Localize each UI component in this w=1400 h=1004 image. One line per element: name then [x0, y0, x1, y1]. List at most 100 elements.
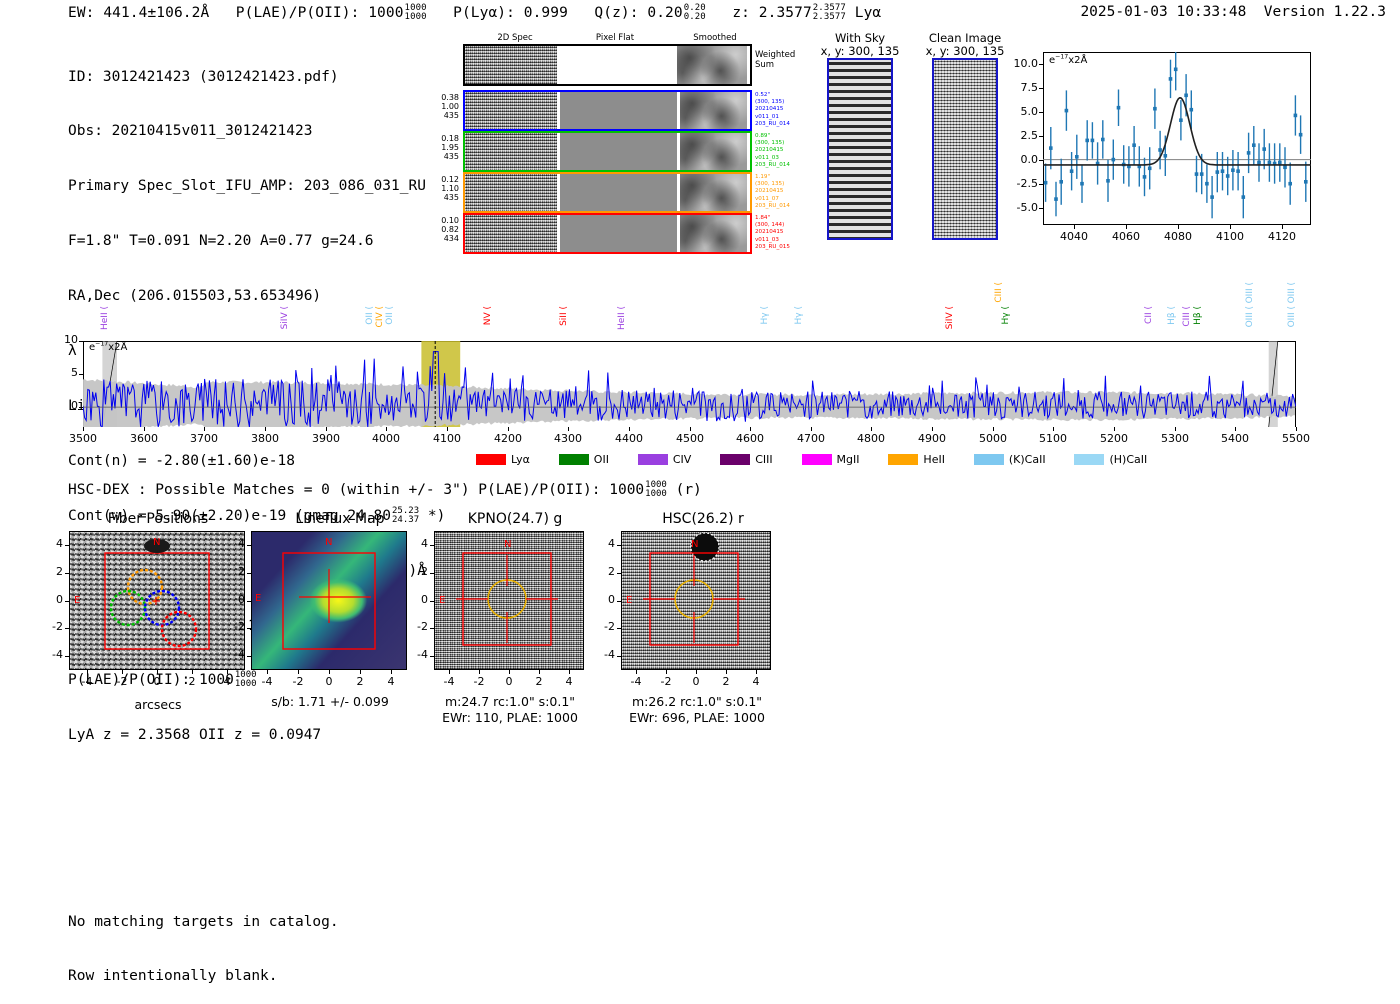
emission-line-x-tickmark	[1126, 225, 1127, 229]
fiber-pixelflat-image	[560, 174, 677, 211]
cutout-x-tick: -4	[630, 675, 642, 688]
cutout-y-tickmark	[65, 628, 69, 629]
fiber-positions-overlay: N E	[74, 537, 210, 650]
kpno-overlay: N E	[439, 539, 558, 646]
cutout-x-tickmark	[329, 670, 330, 674]
spectrum-line-label: SiII (	[559, 306, 569, 326]
cutout-y-tick: -2	[604, 620, 615, 633]
info-plae: P(LAE)/P(OII): 1000 1000 1000	[68, 670, 257, 690]
spectrum-line-label: OIII (	[1245, 306, 1255, 328]
full-spectrum-x-tickmark	[690, 427, 691, 431]
emission-line-x-tick: 4060	[1112, 230, 1140, 243]
cutout-y-tick: 0	[56, 593, 63, 606]
cutout-y-tickmark	[247, 656, 251, 657]
spectrum-line-label: OIII (	[1287, 282, 1297, 304]
clean-image-title: Clean Image x, y: 300, 135	[925, 31, 1005, 58]
info-id: ID: 3012421423 (3012421423.pdf)	[68, 68, 339, 85]
fiber-right-label: 20210415	[755, 106, 784, 113]
full-spectrum-x-tickmark	[871, 427, 872, 431]
cutout-x-tick: -4	[443, 675, 455, 688]
weighted-sum-2dspec-image	[465, 46, 557, 84]
info-cont-n: Cont(n) = -2.80(±1.60)e-18	[68, 452, 295, 469]
full-spectrum-x-tickmark	[508, 427, 509, 431]
emission-line-x-tick: 4100	[1216, 230, 1244, 243]
full-spectrum-y-tick: 0	[71, 399, 78, 412]
fiber-2dspec-image	[465, 174, 557, 211]
fiber-row	[463, 131, 752, 172]
emission-line-flux-unit: e−17x2Å	[1049, 53, 1088, 66]
info-params: F=1.8" T=0.091 N=2.20 A=0.77 g=24.6	[68, 233, 374, 250]
fiber-right-labels: 1.84" (300, 144) 20210415 v011_03 203_RU_015	[755, 215, 815, 251]
full-spectrum-x-tickmark	[811, 427, 812, 431]
full-spectrum-x-tick: 4200	[494, 432, 522, 445]
fiber-right-label: (300, 144)	[755, 222, 785, 229]
cutout-x-tick: -2	[660, 675, 672, 688]
fiber-row	[463, 90, 752, 131]
fiber-positions-image	[69, 531, 245, 670]
hsc-dex-suffix: (r)	[675, 482, 702, 498]
cutout-x-tick: 0	[325, 675, 333, 688]
full-spectrum-x-tick: 3900	[312, 432, 340, 445]
fiber-left-label: 1.10	[441, 184, 459, 194]
fiber-left-label: 435	[443, 111, 459, 121]
cutout-y-tick: -4	[604, 648, 615, 661]
svg-text:N: N	[153, 537, 160, 548]
fiber-smoothed-image	[680, 215, 747, 252]
cutout-y-tickmark	[65, 545, 69, 546]
full-spectrum-x-tick: 4600	[736, 432, 764, 445]
cutout-y-tickmark	[430, 545, 434, 546]
cutout-x-tickmark	[360, 670, 361, 674]
emission-line-y-tick: 10.0	[1013, 57, 1039, 70]
fiber-right-label: 0.52"	[755, 92, 771, 98]
legend-label: Lyα	[511, 453, 530, 466]
cutout-y-tick: 0	[421, 593, 428, 606]
full-spectrum-x-tickmark	[1114, 427, 1115, 431]
spectrum-line-label: OII (	[385, 306, 395, 325]
cutout-y-tickmark	[247, 601, 251, 602]
cutout-title-lineflux-map: Lineflux Map	[295, 511, 385, 527]
svg-text:E: E	[626, 595, 632, 606]
fiber-right-label: (300, 135)	[755, 99, 785, 106]
fiber-left-label: 0.10	[441, 216, 459, 225]
header-plae-hi: 1000	[404, 3, 427, 13]
fiber-row	[463, 172, 752, 213]
cutout-x-tickmark	[726, 670, 727, 674]
cutout-x-tick: 2	[188, 675, 196, 688]
cutout-x-tick: 4	[387, 675, 395, 688]
cutout-x-tickmark	[756, 670, 757, 674]
cutout-y-tick: -4	[234, 648, 245, 661]
cutout-x-tick: -4	[81, 675, 93, 688]
full-spectrum-flux-unit: e−17x2Å	[89, 340, 128, 353]
fiber-right-label: 20210415	[755, 147, 784, 154]
fiber-left-label: 1.95	[441, 143, 459, 153]
cutout-axis-ticks: -4 -4 -2 -2 0 0 2 2 4 4 -4 -4 -2 -2 0 0 2 2 4 4 -4 -4 -2 -2 0 0 2 2…	[0, 0, 1400, 688]
fiber-positions-panel: N E	[69, 531, 245, 670]
fiber-right-label: v011_03	[755, 236, 779, 243]
legend-label: (K)CaII	[1008, 453, 1046, 466]
legend-label: CIV	[672, 453, 692, 466]
full-spectrum-x-tick: 4800	[857, 432, 885, 445]
cutout-y-tickmark	[617, 656, 621, 657]
cutout-x-tickmark	[696, 670, 697, 674]
cutout-y-tickmark	[247, 628, 251, 629]
cutout-y-tickmark	[65, 656, 69, 657]
fiber-right-label: 203_RU_014	[755, 120, 790, 127]
cutout-x-tick: 4	[223, 675, 231, 688]
full-spectrum-x-tickmark	[568, 427, 569, 431]
cutout-y-tick: -4	[52, 648, 63, 661]
fiber-right-labels: 1.19" (300, 135) 20210415 v011_07 203_RU_014	[755, 174, 815, 210]
fiber-pixelflat-image	[560, 215, 677, 252]
fiber-row	[463, 213, 752, 254]
header-z-hi: 2.3577	[812, 3, 846, 13]
spectrum-line-label: OII (	[365, 306, 375, 325]
spectrum-line-label: NV (	[483, 306, 493, 326]
full-spectrum-x-tickmark	[1296, 427, 1297, 431]
full-spectrum-x-tick: 5100	[1039, 432, 1067, 445]
full-spectrum-x-tick: 3700	[190, 432, 218, 445]
spectrum-line-label: CIV (	[375, 306, 385, 328]
lineflux-map-overlay: N E	[255, 537, 376, 650]
spectrum-line-label: OIII (	[1287, 306, 1297, 328]
cutout-y-tickmark	[430, 601, 434, 602]
spectrum-line-label: SiIV (	[280, 306, 290, 330]
header-z-label: z: 2.3577	[732, 5, 812, 21]
